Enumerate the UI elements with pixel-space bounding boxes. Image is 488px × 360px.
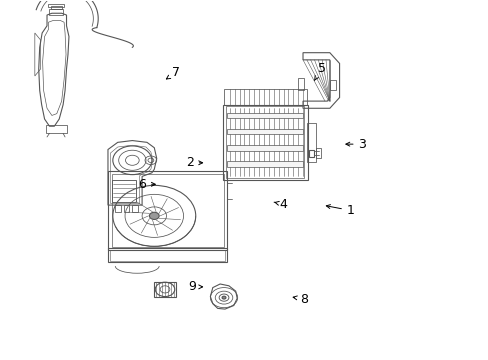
Bar xyxy=(227,145,303,150)
Bar xyxy=(108,171,227,250)
Bar xyxy=(49,9,63,15)
Bar xyxy=(227,113,303,118)
Bar xyxy=(45,126,67,134)
Circle shape xyxy=(149,212,159,220)
Bar xyxy=(315,148,320,158)
Text: 6: 6 xyxy=(138,178,155,191)
Bar xyxy=(48,4,64,7)
Text: 3: 3 xyxy=(345,138,366,150)
Bar xyxy=(298,78,304,90)
Bar xyxy=(51,6,61,9)
Circle shape xyxy=(222,296,225,299)
Bar xyxy=(222,105,307,180)
Bar xyxy=(132,205,138,212)
Text: 7: 7 xyxy=(166,66,180,79)
Bar xyxy=(308,149,313,157)
Bar xyxy=(226,107,304,178)
Bar xyxy=(227,129,303,134)
Bar xyxy=(223,89,306,105)
Bar xyxy=(112,174,223,247)
Bar xyxy=(154,282,176,297)
Text: 8: 8 xyxy=(293,293,307,306)
Bar xyxy=(227,161,303,167)
Bar xyxy=(110,250,224,261)
Text: 4: 4 xyxy=(274,198,287,211)
Bar xyxy=(123,205,129,212)
Bar xyxy=(306,123,315,162)
Bar xyxy=(115,205,121,212)
Bar xyxy=(108,248,227,262)
Text: 1: 1 xyxy=(325,204,354,217)
Text: 9: 9 xyxy=(187,280,202,293)
Bar xyxy=(112,180,136,202)
Text: 2: 2 xyxy=(185,156,202,169)
Text: 5: 5 xyxy=(314,62,325,81)
Bar xyxy=(329,80,335,90)
